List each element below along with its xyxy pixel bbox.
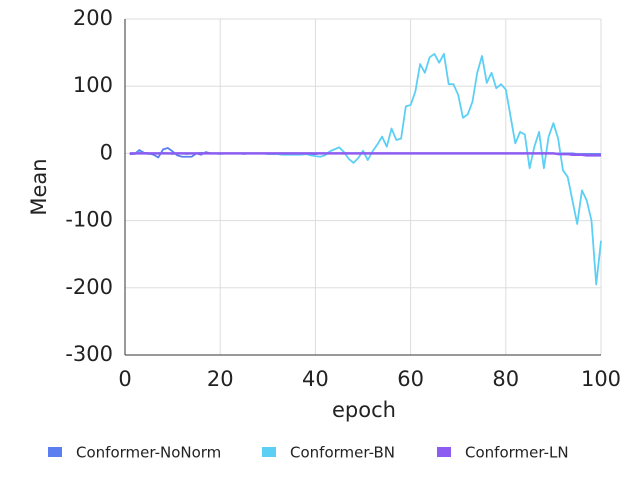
legend-label: Conformer-LN <box>465 444 569 462</box>
y-tick-label: 100 <box>73 73 113 97</box>
series-line <box>129 53 602 286</box>
x-tick-label: 40 <box>302 367 329 391</box>
legend-label: Conformer-NoNorm <box>76 444 221 462</box>
legend-swatch <box>48 447 62 457</box>
x-tick-label: 100 <box>581 367 621 391</box>
y-tick-label: -100 <box>65 208 113 232</box>
legend-swatch <box>262 447 276 457</box>
y-tick-label: -200 <box>65 275 113 299</box>
y-tick-label: 0 <box>100 140 113 164</box>
legend-swatch <box>437 447 451 457</box>
series-line <box>129 152 601 157</box>
legend-label: Conformer-BN <box>290 444 395 462</box>
x-tick-label: 80 <box>492 367 519 391</box>
y-tick-label: -300 <box>65 342 113 366</box>
x-tick-label: 60 <box>397 367 424 391</box>
y-axis-label: Mean <box>27 158 51 215</box>
x-tick-label: 0 <box>118 367 131 391</box>
x-tick-label: 20 <box>207 367 234 391</box>
x-axis-label: epoch <box>332 398 396 422</box>
y-tick-label: 200 <box>73 6 113 30</box>
